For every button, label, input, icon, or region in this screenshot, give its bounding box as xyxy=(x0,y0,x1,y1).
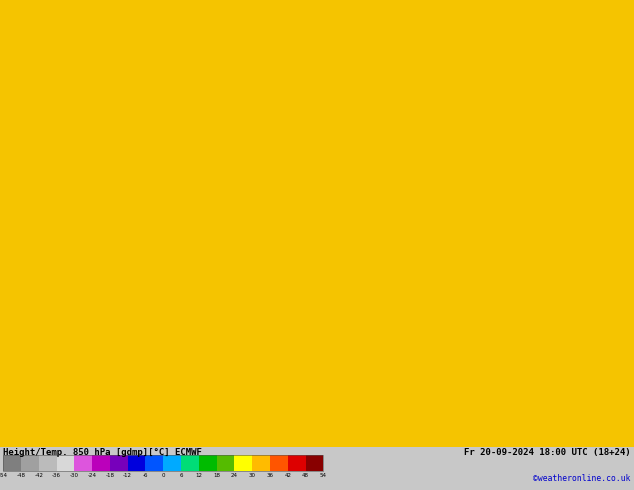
Bar xyxy=(235,455,252,471)
Bar xyxy=(127,455,145,471)
Text: -6: -6 xyxy=(143,473,148,478)
Bar xyxy=(3,455,323,471)
Text: -54: -54 xyxy=(0,473,8,478)
Bar xyxy=(56,455,74,471)
Text: -30: -30 xyxy=(70,473,79,478)
Text: -48: -48 xyxy=(16,473,25,478)
Text: 36: 36 xyxy=(266,473,273,478)
Text: 54: 54 xyxy=(320,473,327,478)
Text: 42: 42 xyxy=(284,473,291,478)
Text: 12: 12 xyxy=(195,473,202,478)
Text: 30: 30 xyxy=(249,473,256,478)
Bar xyxy=(145,455,164,471)
Bar xyxy=(181,455,199,471)
Text: -24: -24 xyxy=(87,473,96,478)
Text: -36: -36 xyxy=(52,473,61,478)
Bar xyxy=(199,455,217,471)
Text: 0: 0 xyxy=(162,473,165,478)
Text: 6: 6 xyxy=(179,473,183,478)
Text: -42: -42 xyxy=(34,473,43,478)
Bar xyxy=(3,455,21,471)
Bar xyxy=(21,455,39,471)
Text: 24: 24 xyxy=(231,473,238,478)
Bar xyxy=(288,455,306,471)
Text: -18: -18 xyxy=(105,473,114,478)
Text: Height/Temp. 850 hPa [gdmp][°C] ECMWF: Height/Temp. 850 hPa [gdmp][°C] ECMWF xyxy=(3,448,202,457)
Text: 18: 18 xyxy=(213,473,220,478)
Text: ©weatheronline.co.uk: ©weatheronline.co.uk xyxy=(533,474,631,483)
Text: Fr 20-09-2024 18:00 UTC (18+24): Fr 20-09-2024 18:00 UTC (18+24) xyxy=(464,448,631,457)
Text: 48: 48 xyxy=(302,473,309,478)
Bar xyxy=(39,455,56,471)
Bar xyxy=(164,455,181,471)
Bar xyxy=(306,455,323,471)
Bar xyxy=(110,455,127,471)
Bar xyxy=(252,455,270,471)
Bar xyxy=(74,455,92,471)
Bar xyxy=(92,455,110,471)
Bar xyxy=(270,455,288,471)
Bar xyxy=(217,455,235,471)
Text: -12: -12 xyxy=(123,473,132,478)
